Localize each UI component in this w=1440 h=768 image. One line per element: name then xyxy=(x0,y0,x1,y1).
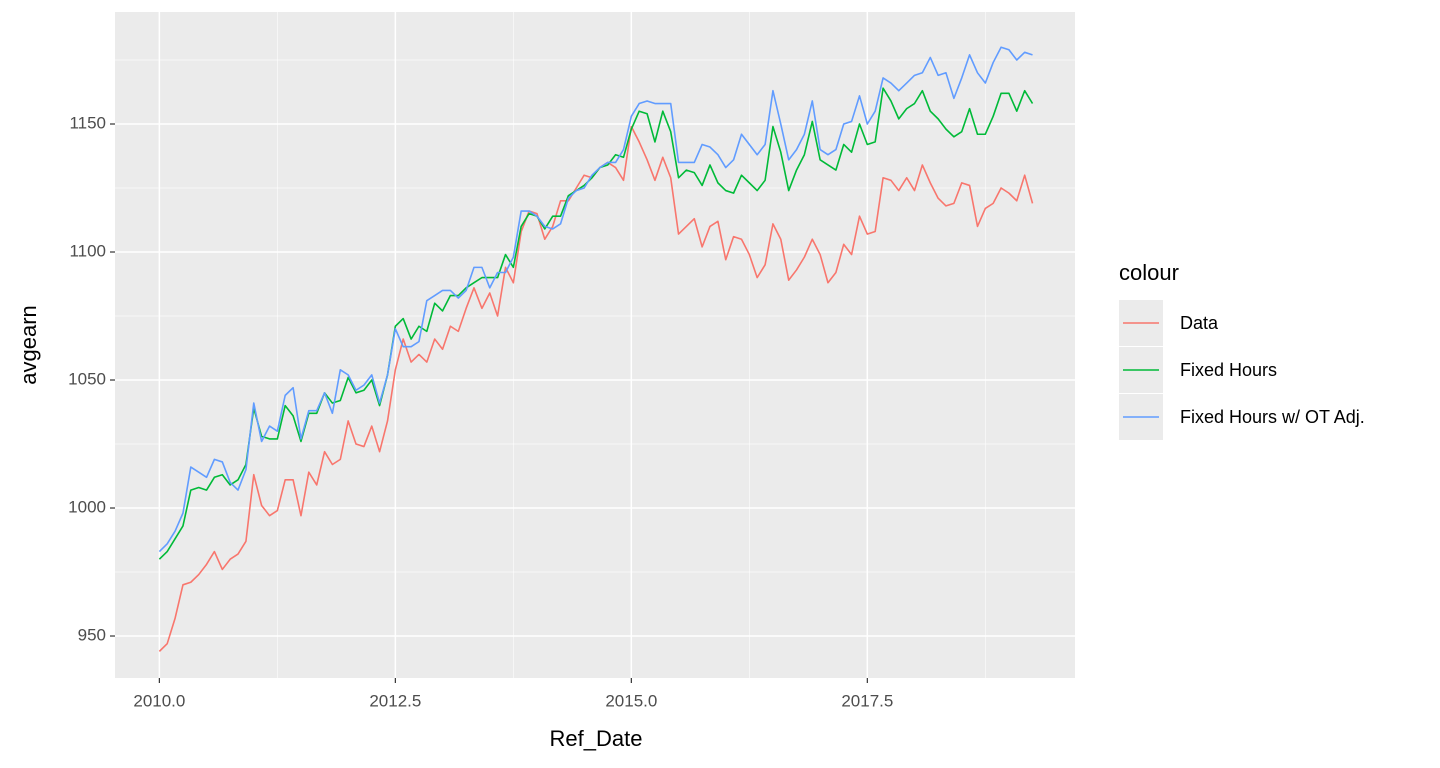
x-tick-label: 2017.5 xyxy=(841,691,893,710)
x-tick-label: 2015.0 xyxy=(605,691,657,710)
y-tick-label: 1150 xyxy=(69,113,106,132)
panel xyxy=(115,12,1075,678)
y-axis-title: avgearn xyxy=(16,305,41,385)
legend-label: Data xyxy=(1180,313,1219,333)
series-line xyxy=(158,46,1033,553)
y-tick-label: 1050 xyxy=(68,369,106,388)
x-axis-title: Ref_Date xyxy=(550,726,643,751)
x-tick-label: 2012.5 xyxy=(369,691,421,710)
legend-label: Fixed Hours xyxy=(1180,360,1277,380)
x-tick-label: 2010.0 xyxy=(133,691,185,710)
y-tick-label: 950 xyxy=(78,625,106,644)
y-tick-label: 1100 xyxy=(69,241,106,260)
legend-title: colour xyxy=(1119,260,1179,285)
legend-label: Fixed Hours w/ OT Adj. xyxy=(1180,407,1365,427)
y-tick-label: 1000 xyxy=(68,497,106,516)
